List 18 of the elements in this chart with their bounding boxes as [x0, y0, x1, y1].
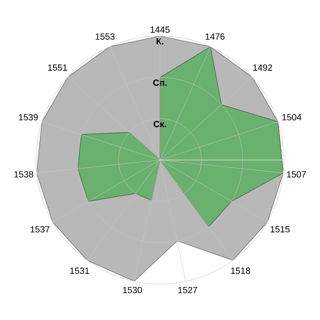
- spoke-label: 1504: [282, 114, 302, 120]
- spoke-label: 1539: [19, 114, 38, 120]
- spoke-label: 1553: [96, 33, 115, 40]
- y-tick-label: Ск.: [154, 120, 166, 128]
- spoke-label: 1507: [287, 171, 306, 178]
- spoke-label: 1515: [270, 226, 290, 232]
- spoke-label: 1492: [253, 64, 272, 71]
- y-tick-label: К.: [156, 38, 164, 44]
- spoke-label: 1551: [48, 64, 67, 71]
- spoke-label: 1518: [231, 268, 250, 274]
- spoke-label: 1538: [14, 171, 34, 178]
- spoke-label: 1527: [178, 286, 198, 294]
- y-tick-label: Сп.: [153, 80, 167, 86]
- spoke-label: 1531: [70, 268, 90, 274]
- spoke-label: 1476: [206, 33, 225, 40]
- spoke-label: 1445: [150, 26, 170, 33]
- spoke-label: 1530: [123, 286, 142, 294]
- spoke-label: 1537: [30, 226, 50, 232]
